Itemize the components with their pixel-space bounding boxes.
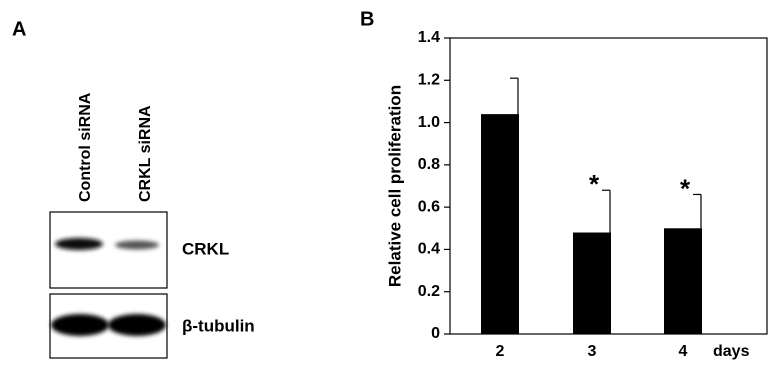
band — [55, 238, 103, 250]
blot-label: β-tubulin — [182, 316, 255, 335]
x-tick-label: 3 — [588, 343, 597, 360]
bar — [481, 114, 519, 334]
significance-mark: * — [589, 169, 600, 199]
y-axis-label: Relative cell proliferation — [385, 85, 404, 287]
band — [51, 314, 109, 336]
y-tick-label: 0.4 — [418, 241, 440, 258]
x-tick-label: 4 — [679, 343, 688, 360]
y-tick-label: 0 — [431, 325, 440, 342]
bar — [664, 228, 702, 334]
lane-label: Control siRNA — [77, 92, 94, 202]
x-tick-label: 2 — [496, 343, 505, 360]
y-tick-label: 0.8 — [418, 156, 440, 173]
bar — [573, 233, 611, 334]
figure: A Control siRNA CRKL siRNA CRKL β-tubuli… — [0, 0, 769, 365]
page: {"panel_a": {"label": "A", "lanes": ["Co… — [0, 0, 769, 365]
lane-label: CRKL siRNA — [137, 105, 154, 202]
y-tick-label: 1.2 — [418, 72, 440, 89]
band — [115, 241, 159, 250]
y-tick-label: 0.2 — [418, 283, 440, 300]
significance-mark: * — [680, 173, 691, 203]
panel-label: A — [12, 18, 26, 40]
blot-box — [50, 212, 167, 288]
y-tick-label: 1.4 — [418, 29, 440, 46]
band — [108, 314, 166, 336]
panel-label: B — [360, 8, 374, 30]
y-tick-label: 0.6 — [418, 198, 440, 215]
blot-label: CRKL — [182, 239, 229, 258]
y-tick-label: 1.0 — [418, 114, 440, 131]
x-axis-label: days — [713, 343, 750, 360]
